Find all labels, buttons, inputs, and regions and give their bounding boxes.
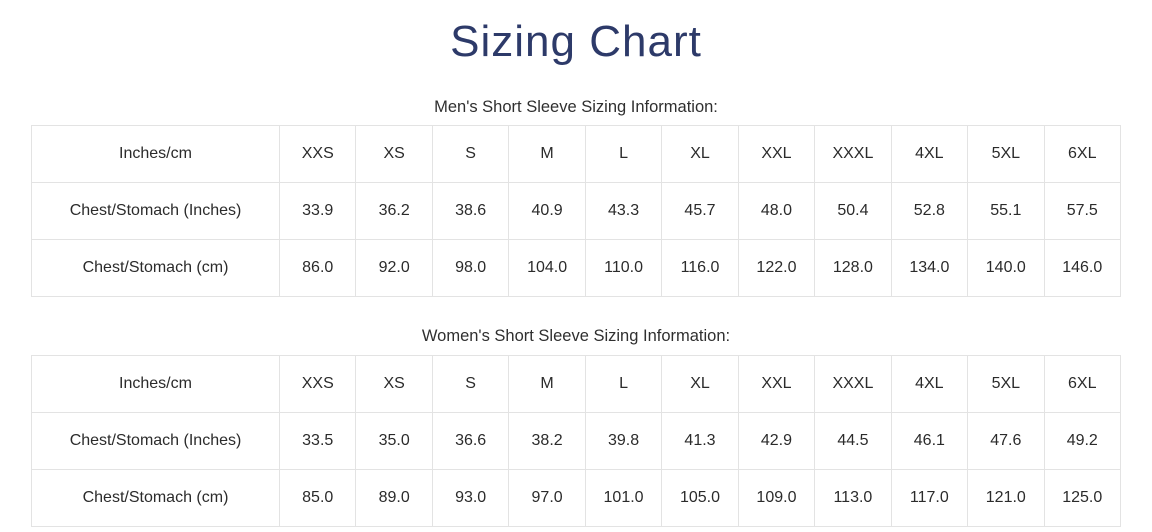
value-cell: 110.0 [584,239,663,298]
row-label-cell: Chest/Stomach (cm) [31,468,280,527]
value-cell: 121.0 [967,468,1045,527]
size-header-cell: L [584,354,663,413]
size-header-cell: XS [355,125,433,184]
size-header-cell: 5XL [967,125,1045,184]
value-cell: 36.6 [431,411,510,470]
womens-table-header: Inches/cm XXS XS S M L XL XXL XXXL 4XL 5XL 6XL [31,354,1122,413]
mens-sizing-table: Inches/cm XXS XS S M L XL XXL XXXL 4XL 5XL 6XL Ches… [31,125,1122,298]
value-cell: 39.8 [584,411,663,470]
value-cell: 38.2 [508,411,586,470]
value-cell: 45.7 [661,182,739,241]
value-cell: 101.0 [584,468,663,527]
size-header-cell: L [584,125,663,184]
size-header-cell: XL [661,125,739,184]
size-header-cell: XL [661,354,739,413]
size-header-cell: XXS [278,354,357,413]
value-cell: 47.6 [967,411,1045,470]
table-row: Chest/Stomach (cm) 86.0 92.0 98.0 104.0 110.0… [31,239,1122,298]
womens-table-caption: Women's Short Sleeve Sizing Information: [421,327,731,346]
value-cell: 113.0 [814,468,892,527]
value-cell: 48.0 [737,182,816,241]
value-cell: 33.9 [278,182,357,241]
size-header-cell: 5XL [967,354,1045,413]
header-row: Inches/cm XXS XS S M L XL XXL XXXL 4XL 5XL 6XL [31,125,1122,184]
mens-sizing-section: Men's Short Sleeve Sizing Information: I… [0,97,1152,298]
header-row: Inches/cm XXS XS S M L XL XXL XXXL 4XL 5XL 6XL [31,354,1122,413]
size-header-cell: XXS [278,125,357,184]
size-header-cell: M [508,125,586,184]
value-cell: 92.0 [355,239,433,298]
value-cell: 97.0 [508,468,586,527]
value-cell: 44.5 [814,411,892,470]
value-cell: 40.9 [508,182,586,241]
value-cell: 98.0 [431,239,510,298]
value-cell: 93.0 [431,468,510,527]
table-row: Chest/Stomach (cm) 85.0 89.0 93.0 97.0 101.0 1… [31,468,1122,527]
value-cell: 50.4 [814,182,892,241]
value-cell: 128.0 [814,239,892,298]
row-label-header: Inches/cm [31,125,280,184]
value-cell: 43.3 [584,182,663,241]
value-cell: 85.0 [278,468,357,527]
page-title: Sizing Chart [450,17,702,66]
mens-table-body: Chest/Stomach (Inches) 33.9 36.2 38.6 40.9 43… [31,182,1122,298]
size-header-cell: 6XL [1043,125,1122,184]
value-cell: 134.0 [890,239,969,298]
size-header-cell: 4XL [890,354,969,413]
size-header-cell: XXXL [814,125,892,184]
table-row: Chest/Stomach (Inches) 33.5 35.0 36.6 38.2 39… [31,411,1122,470]
value-cell: 55.1 [967,182,1045,241]
row-label-cell: Chest/Stomach (Inches) [31,182,280,241]
mens-table-caption: Men's Short Sleeve Sizing Information: [434,97,718,116]
womens-sizing-section: Women's Short Sleeve Sizing Information:… [0,326,1152,527]
value-cell: 117.0 [890,468,969,527]
value-cell: 104.0 [508,239,586,298]
value-cell: 33.5 [278,411,357,470]
value-cell: 89.0 [355,468,433,527]
size-header-cell: XXL [737,125,816,184]
value-cell: 109.0 [737,468,816,527]
row-label-cell: Chest/Stomach (cm) [31,239,280,298]
size-header-cell: M [508,354,586,413]
womens-table-body: Chest/Stomach (Inches) 33.5 35.0 36.6 38.2 39… [31,411,1122,527]
size-header-cell: 4XL [890,125,969,184]
size-header-cell: XXXL [814,354,892,413]
value-cell: 46.1 [890,411,969,470]
size-header-cell: S [431,354,510,413]
sizing-chart-page: Sizing Chart Men's Short Sleeve Sizing I… [0,16,1152,532]
value-cell: 146.0 [1043,239,1122,298]
mens-table-header: Inches/cm XXS XS S M L XL XXL XXXL 4XL 5XL 6XL [31,125,1122,184]
row-label-cell: Chest/Stomach (Inches) [31,411,280,470]
value-cell: 41.3 [661,411,739,470]
womens-sizing-table: Inches/cm XXS XS S M L XL XXL XXXL 4XL 5XL 6XL Ches… [31,354,1122,527]
size-header-cell: XXL [737,354,816,413]
value-cell: 49.2 [1043,411,1122,470]
value-cell: 122.0 [737,239,816,298]
value-cell: 42.9 [737,411,816,470]
table-row: Chest/Stomach (Inches) 33.9 36.2 38.6 40.9 43… [31,182,1122,241]
value-cell: 140.0 [967,239,1045,298]
value-cell: 35.0 [355,411,433,470]
value-cell: 52.8 [890,182,969,241]
value-cell: 125.0 [1043,468,1122,527]
value-cell: 116.0 [661,239,739,298]
size-header-cell: 6XL [1043,354,1122,413]
value-cell: 105.0 [661,468,739,527]
value-cell: 86.0 [278,239,357,298]
value-cell: 36.2 [355,182,433,241]
value-cell: 38.6 [431,182,510,241]
size-header-cell: XS [355,354,433,413]
size-header-cell: S [431,125,510,184]
row-label-header: Inches/cm [31,354,280,413]
value-cell: 57.5 [1043,182,1122,241]
